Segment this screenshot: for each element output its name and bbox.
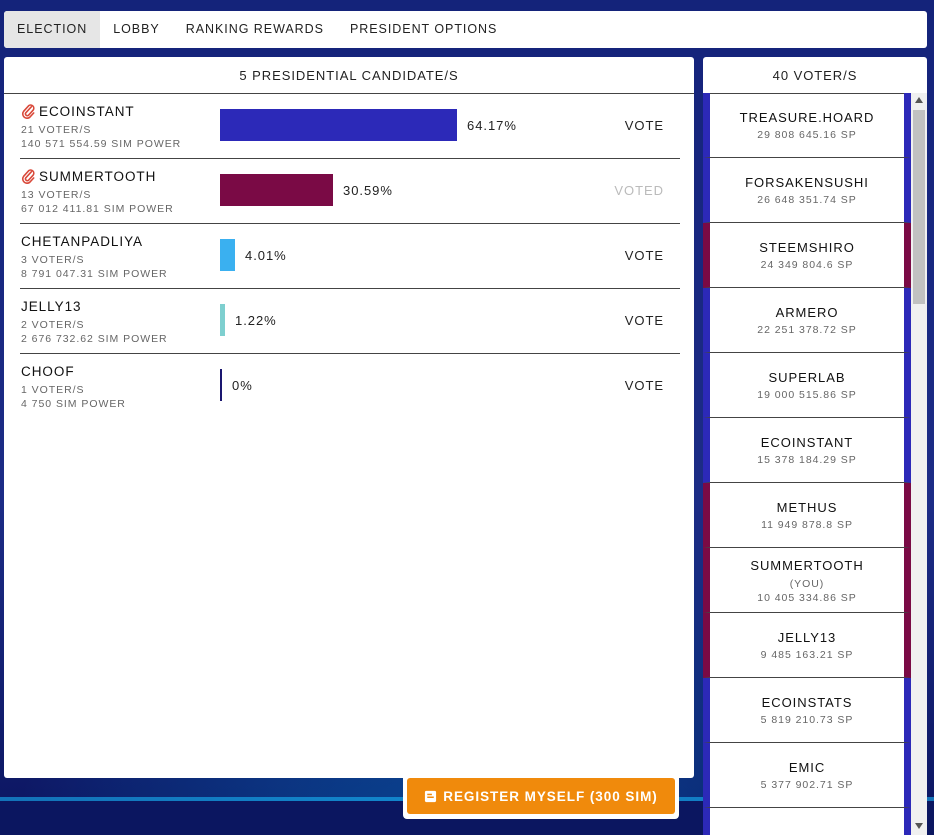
vote-share-bar bbox=[220, 239, 235, 271]
vote-button[interactable]: VOTE bbox=[624, 118, 664, 133]
voter-item[interactable]: SUMMERTOOTH (YOU) 10 405 334.86 SP bbox=[703, 548, 911, 613]
vote-share-percent: 1.22% bbox=[235, 313, 277, 328]
voter-sp: 15 378 184.29 SP bbox=[757, 454, 857, 466]
candidate-sim-power: 140 571 554.59 SIM POWER bbox=[21, 138, 182, 150]
tab-president-options[interactable]: PRESIDENT OPTIONS bbox=[349, 22, 498, 36]
voter-item[interactable]: JELLY13 9 485 163.21 SP bbox=[703, 613, 911, 678]
tab-election[interactable]: ELECTION bbox=[4, 11, 101, 48]
candidate-name: CHETANPADLIYA bbox=[21, 234, 143, 249]
vote-button[interactable]: VOTE bbox=[624, 378, 664, 393]
candidate-name-label: JELLY13 bbox=[21, 299, 82, 314]
candidate-row: JELLY13 2 VOTER/S 2 676 732.62 SIM POWER 1.… bbox=[20, 289, 680, 354]
vote-share-bar bbox=[220, 304, 225, 336]
voter-sp: 11 949 878.8 SP bbox=[761, 519, 853, 531]
vote-share-percent: 64.17% bbox=[467, 118, 517, 133]
vote-share-percent: 4.01% bbox=[245, 248, 287, 263]
candidate-row: CHETANPADLIYA 3 VOTER/S 8 791 047.31 SIM P… bbox=[20, 224, 680, 289]
register-button[interactable]: REGISTER MYSELF (300 SIM) bbox=[407, 778, 675, 814]
vote-share-percent: 30.59% bbox=[343, 183, 393, 198]
vote-button[interactable]: VOTE bbox=[624, 313, 664, 328]
voter-name: METHUS bbox=[776, 500, 838, 515]
candidate-voter-count: 1 VOTER/S bbox=[21, 384, 85, 396]
voter-sp: 24 349 804.6 SP bbox=[760, 259, 854, 271]
top-tab-bar: ELECTION LOBBY RANKING REWARDS PRESIDENT… bbox=[4, 11, 927, 48]
candidate-voter-count: 13 VOTER/S bbox=[21, 189, 92, 201]
voter-sp: 5 819 210.73 SP bbox=[760, 714, 854, 726]
candidate-name: SUMMERTOOTH bbox=[21, 169, 156, 184]
voter-name: EMIC bbox=[788, 760, 826, 775]
candidate-row: CHOOF 1 VOTER/S 4 750 SIM POWER 0% VOTE bbox=[20, 354, 680, 418]
voted-label: VOTED bbox=[614, 183, 664, 198]
voter-item[interactable]: FORSAKENSUSHI 26 648 351.74 SP bbox=[703, 158, 911, 223]
voter-name: ECOINSTATS bbox=[761, 695, 853, 710]
candidate-name-label: CHOOF bbox=[21, 364, 75, 379]
register-icon bbox=[425, 790, 437, 802]
voter-name: FORSAKENSUSHI bbox=[745, 175, 869, 190]
voter-scrollbar[interactable] bbox=[911, 93, 927, 835]
voter-item[interactable] bbox=[703, 808, 911, 835]
candidate-row: ECOINSTANT 21 VOTER/S 140 571 554.59 SIM P… bbox=[20, 94, 680, 159]
voter-sp: 19 000 515.86 SP bbox=[757, 389, 857, 401]
voter-sp: 29 808 645.16 SP bbox=[757, 129, 857, 141]
voter-item[interactable]: STEEMSHIRO 24 349 804.6 SP bbox=[703, 223, 911, 288]
voter-item[interactable]: TREASURE.HOARD 29 808 645.16 SP bbox=[703, 93, 911, 158]
vote-share-percent: 0% bbox=[232, 378, 253, 393]
paperclip-icon bbox=[21, 169, 35, 184]
voter-name: JELLY13 bbox=[777, 630, 837, 645]
vote-button[interactable]: VOTE bbox=[624, 248, 664, 263]
voter-sp: 9 485 163.21 SP bbox=[760, 649, 854, 661]
candidate-row: SUMMERTOOTH 13 VOTER/S 67 012 411.81 SIM P… bbox=[20, 159, 680, 224]
voter-item[interactable]: EMIC 5 377 902.71 SP bbox=[703, 743, 911, 808]
voter-name: SUMMERTOOTH bbox=[750, 558, 864, 573]
candidate-voter-count: 2 VOTER/S bbox=[21, 319, 85, 331]
vote-share-bar bbox=[220, 109, 457, 141]
voter-name: STEEMSHIRO bbox=[759, 240, 855, 255]
candidate-name-label: CHETANPADLIYA bbox=[21, 234, 144, 249]
voter-sp: 26 648 351.74 SP bbox=[757, 194, 857, 206]
vote-share-bar bbox=[220, 174, 333, 206]
voter-item[interactable]: ECOINSTATS 5 819 210.73 SP bbox=[703, 678, 911, 743]
voter-list[interactable]: TREASURE.HOARD 29 808 645.16 SP FORSAKENSU… bbox=[703, 93, 911, 835]
scroll-up-arrow-icon[interactable] bbox=[915, 97, 923, 103]
voters-panel: 40 VOTER/S TREASURE.HOARD 29 808 645.16 S… bbox=[703, 57, 927, 835]
candidate-voter-count: 21 VOTER/S bbox=[21, 124, 92, 136]
scroll-thumb[interactable] bbox=[913, 110, 925, 304]
scroll-down-arrow-icon[interactable] bbox=[915, 823, 923, 829]
voter-sp: 10 405 334.86 SP bbox=[757, 592, 857, 604]
voter-item[interactable]: ECOINSTANT 15 378 184.29 SP bbox=[703, 418, 911, 483]
candidates-header: 5 PRESIDENTIAL CANDIDATE/S bbox=[4, 57, 694, 94]
voter-you-tag: (YOU) bbox=[789, 578, 825, 590]
voter-sp: 22 251 378.72 SP bbox=[757, 324, 857, 336]
voter-item[interactable]: ARMERO 22 251 378.72 SP bbox=[703, 288, 911, 353]
candidate-name: ECOINSTANT bbox=[21, 104, 135, 119]
voter-name: TREASURE.HOARD bbox=[739, 110, 875, 125]
tab-ranking-rewards[interactable]: RANKING REWARDS bbox=[185, 22, 324, 36]
voter-item[interactable]: SUPERLAB 19 000 515.86 SP bbox=[703, 353, 911, 418]
candidate-name: CHOOF bbox=[21, 364, 75, 379]
register-container: REGISTER MYSELF (300 SIM) bbox=[403, 776, 679, 819]
voter-name: ECOINSTANT bbox=[760, 435, 854, 450]
candidate-name-label: ECOINSTANT bbox=[39, 104, 135, 119]
voter-name: ARMERO bbox=[775, 305, 839, 320]
candidate-voter-count: 3 VOTER/S bbox=[21, 254, 85, 266]
voter-item[interactable]: METHUS 11 949 878.8 SP bbox=[703, 483, 911, 548]
voter-name: SUPERLAB bbox=[768, 370, 846, 385]
voter-sp: 5 377 902.71 SP bbox=[760, 779, 854, 791]
candidates-panel: 5 PRESIDENTIAL CANDIDATE/S ECOINSTANT 21 … bbox=[4, 57, 694, 778]
paperclip-icon bbox=[21, 104, 35, 119]
register-label: REGISTER MYSELF (300 SIM) bbox=[443, 788, 658, 804]
tab-lobby[interactable]: LOBBY bbox=[113, 22, 160, 36]
candidate-sim-power: 4 750 SIM POWER bbox=[21, 398, 126, 410]
candidate-sim-power: 8 791 047.31 SIM POWER bbox=[21, 268, 168, 280]
vote-share-bar bbox=[220, 369, 222, 401]
voters-header: 40 VOTER/S bbox=[703, 57, 927, 94]
candidate-name: JELLY13 bbox=[21, 299, 82, 314]
candidate-sim-power: 2 676 732.62 SIM POWER bbox=[21, 333, 168, 345]
candidate-sim-power: 67 012 411.81 SIM POWER bbox=[21, 203, 174, 215]
candidate-name-label: SUMMERTOOTH bbox=[39, 169, 157, 184]
